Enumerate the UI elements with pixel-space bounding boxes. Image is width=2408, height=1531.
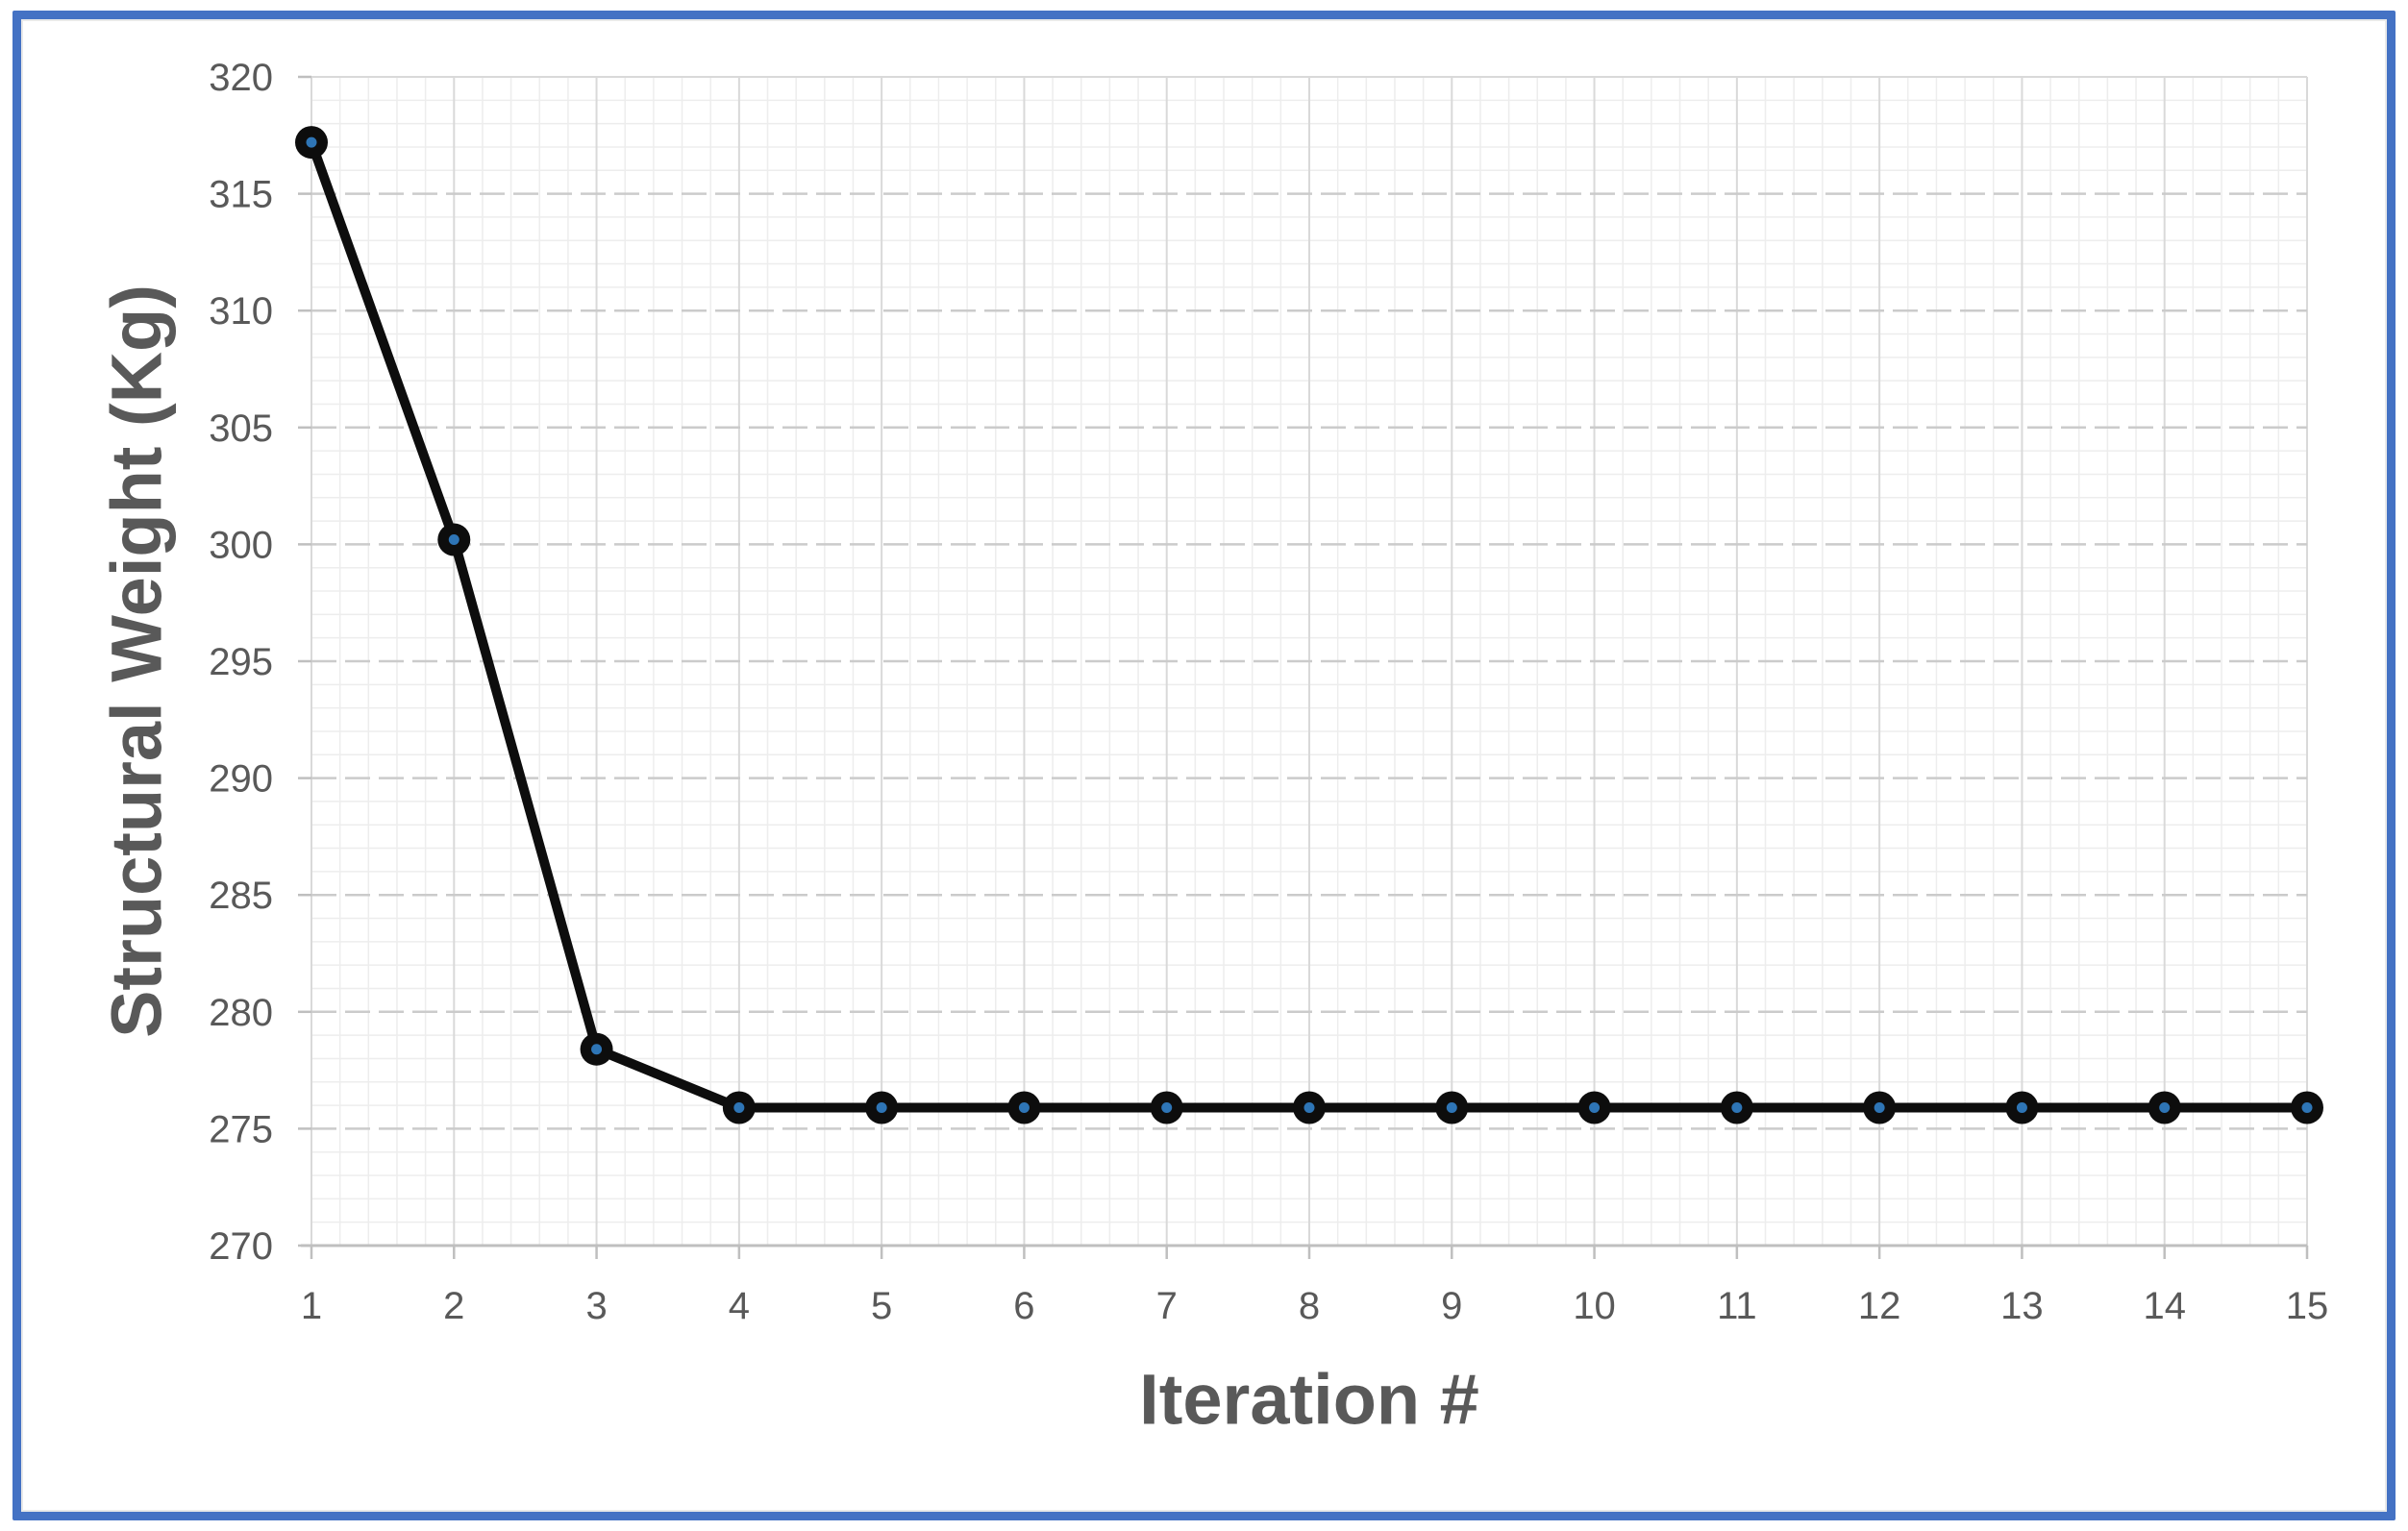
x-axis-tick-label: 12 bbox=[1858, 1285, 1901, 1327]
y-axis-tick-label: 275 bbox=[209, 1108, 273, 1150]
y-axis-tick-label: 295 bbox=[209, 641, 273, 683]
data-point-marker-dot bbox=[1161, 1102, 1173, 1114]
data-point-marker-dot bbox=[1018, 1102, 1030, 1114]
x-axis-tick-label: 3 bbox=[585, 1285, 607, 1327]
data-point-marker-dot bbox=[2159, 1102, 2171, 1114]
x-axis-tick-label: 13 bbox=[2000, 1285, 2044, 1327]
x-axis-tick-label: 14 bbox=[2143, 1285, 2186, 1327]
y-axis-tick-label: 305 bbox=[209, 407, 273, 450]
x-axis-tick-label: 9 bbox=[1441, 1285, 1462, 1327]
x-axis-tick-label: 15 bbox=[2286, 1285, 2329, 1327]
data-point-marker-dot bbox=[733, 1102, 745, 1114]
y-axis-tick-label: 320 bbox=[209, 57, 273, 99]
x-axis-tick-label: 11 bbox=[1717, 1285, 1757, 1327]
data-point-marker-dot bbox=[1874, 1102, 1885, 1114]
x-axis-tick-label: 8 bbox=[1299, 1285, 1320, 1327]
data-point-marker-dot bbox=[2016, 1102, 2027, 1114]
y-axis-tick-label: 315 bbox=[209, 174, 273, 216]
data-point-marker-dot bbox=[2301, 1102, 2313, 1114]
y-axis-tick-label: 280 bbox=[209, 992, 273, 1034]
data-point-marker-dot bbox=[306, 136, 317, 148]
data-point-marker-dot bbox=[1731, 1102, 1743, 1114]
y-axis-title: Structural Weight (Kg) bbox=[96, 284, 177, 1038]
x-axis-tick-label: 2 bbox=[443, 1285, 464, 1327]
y-axis-tick-label: 270 bbox=[209, 1225, 273, 1268]
x-axis-title: Iteration # bbox=[1139, 1359, 1479, 1440]
x-axis-tick-label: 1 bbox=[301, 1285, 322, 1327]
data-point-marker-dot bbox=[876, 1102, 887, 1114]
data-point-marker-dot bbox=[448, 534, 459, 546]
x-axis-tick-label: 10 bbox=[1573, 1285, 1616, 1327]
y-axis-tick-label: 300 bbox=[209, 524, 273, 566]
y-axis-tick-label: 285 bbox=[209, 875, 273, 917]
x-axis-tick-label: 5 bbox=[871, 1285, 892, 1327]
y-axis-tick-label: 290 bbox=[209, 758, 273, 801]
data-point-marker-dot bbox=[591, 1044, 603, 1055]
data-point-marker-dot bbox=[1303, 1102, 1315, 1114]
x-axis-tick-label: 6 bbox=[1013, 1285, 1034, 1327]
y-axis-tick-label: 310 bbox=[209, 290, 273, 333]
x-axis-tick-label: 4 bbox=[729, 1285, 750, 1327]
x-axis-tick-label: 7 bbox=[1156, 1285, 1178, 1327]
data-point-marker-dot bbox=[1589, 1102, 1601, 1114]
data-point-marker-dot bbox=[1446, 1102, 1457, 1114]
